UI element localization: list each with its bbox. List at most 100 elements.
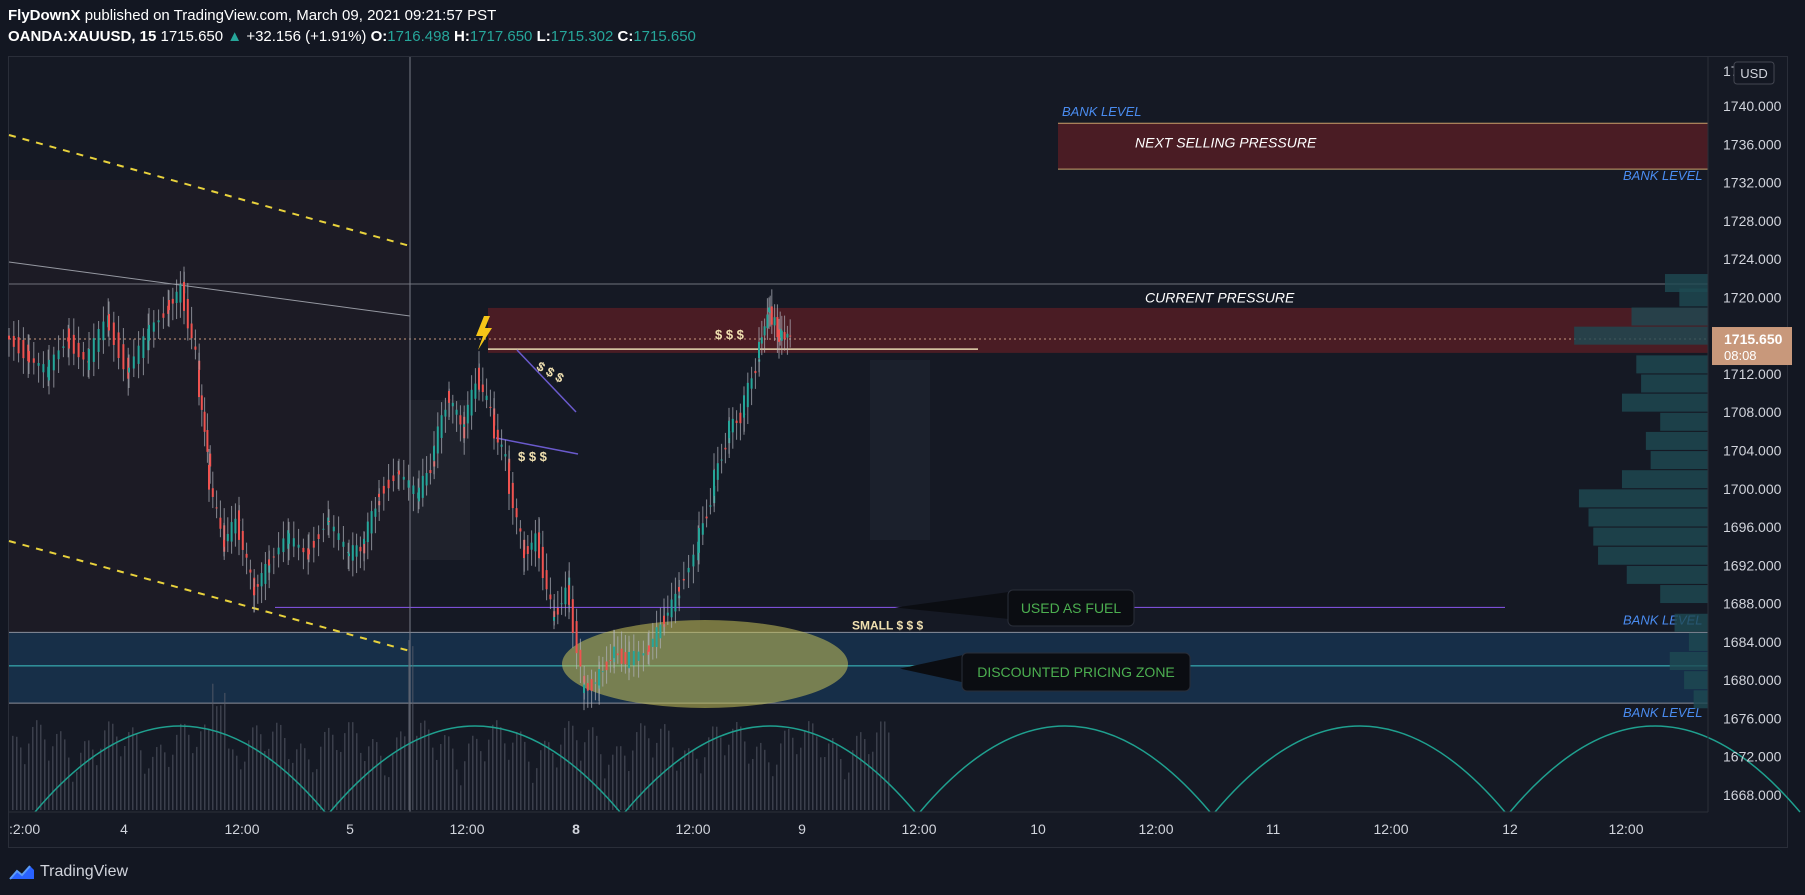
volume-bar <box>60 731 62 810</box>
candle-body <box>230 522 233 542</box>
volume-profile-bar <box>1660 585 1708 604</box>
candle-body <box>260 573 263 587</box>
volume-bar <box>184 723 186 810</box>
candle-body <box>778 329 780 342</box>
volume-bar <box>720 737 722 810</box>
candle-body <box>766 314 769 329</box>
candle-body <box>763 326 766 336</box>
volume-profile-bar <box>1631 307 1708 326</box>
candle-body <box>226 533 229 542</box>
cycle-curve <box>1509 725 1801 813</box>
volume-bar <box>360 752 362 810</box>
volume-bar <box>100 748 102 810</box>
candle-body <box>292 538 295 547</box>
candle-body <box>387 479 390 489</box>
candle-body <box>789 335 792 337</box>
candle-body <box>102 321 105 341</box>
volume-bar <box>808 721 810 810</box>
candle-body <box>564 587 567 605</box>
candle-body <box>481 384 484 393</box>
up-triangle-icon: ▲ <box>227 28 243 45</box>
volume-bar <box>556 767 558 810</box>
candle-body <box>496 429 499 443</box>
volume-bar <box>292 762 294 810</box>
x-tick-label: 12:00 <box>1608 821 1643 837</box>
volume-bar <box>376 742 378 810</box>
candle-body <box>478 367 480 390</box>
currency-badge-label: USD <box>1740 66 1767 81</box>
candle-body <box>88 349 90 371</box>
candle-body <box>82 352 85 360</box>
candle-body <box>783 332 786 340</box>
tradingview-brand[interactable]: TradingView <box>40 863 129 880</box>
zone-discounted-pricing-zone[interactable] <box>9 632 1708 704</box>
volume-bar <box>356 733 358 810</box>
candle-body <box>628 651 630 669</box>
countdown-label: 08:08 <box>1724 348 1757 363</box>
zone-next-selling-pressure[interactable] <box>1058 123 1708 170</box>
candle-body <box>200 395 203 410</box>
volume-profile-bar <box>1636 355 1708 374</box>
candle-body <box>186 298 189 329</box>
candle-body <box>632 650 635 666</box>
volume-bar <box>64 739 66 810</box>
volume-bar <box>696 758 698 810</box>
candle-body <box>666 612 669 616</box>
candle-body <box>448 390 450 403</box>
candle-body <box>128 367 130 373</box>
y-tick-label: 1724.000 <box>1723 251 1782 267</box>
candle-body <box>530 542 533 550</box>
volume-bar <box>844 779 846 810</box>
money-annotation: $ $ $ <box>715 327 745 342</box>
y-tick-label: 1708.000 <box>1723 404 1782 420</box>
candle-body <box>579 649 582 667</box>
candle-body <box>68 328 70 349</box>
candle-body <box>616 653 619 656</box>
volume-bar <box>548 742 550 810</box>
y-tick-label: 1736.000 <box>1723 136 1782 152</box>
candle-body <box>768 307 770 313</box>
volume-bar <box>780 743 782 810</box>
candle-body <box>32 358 35 363</box>
zone-current-pressure[interactable] <box>488 307 1708 353</box>
volume-profile-bar <box>1641 374 1708 393</box>
volume-bar <box>628 771 630 810</box>
volume-profile-bar <box>1593 527 1708 546</box>
candle-body <box>678 586 680 592</box>
candle-body <box>194 346 197 350</box>
volume-bar <box>432 747 434 810</box>
candle-body <box>137 345 140 364</box>
volume-bar <box>244 761 246 810</box>
publisher-name[interactable]: FlyDownX <box>8 7 81 24</box>
candle-body <box>586 683 589 691</box>
discount-ellipse[interactable] <box>562 620 848 708</box>
volume-bar <box>472 735 474 810</box>
candle-body <box>713 470 715 496</box>
volume-bar <box>688 748 690 810</box>
y-tick-label: 1700.000 <box>1723 481 1782 497</box>
volume-bar <box>880 721 882 810</box>
candle-body <box>776 317 779 338</box>
discount-zone-box[interactable] <box>961 652 1191 692</box>
candle-body <box>317 534 320 540</box>
used-as-fuel-box[interactable] <box>1007 589 1135 627</box>
symbol-name[interactable]: OANDA:XAUUSD, 15 <box>8 28 157 45</box>
candle-body <box>366 521 369 543</box>
volume-bar <box>752 758 754 810</box>
candle-body <box>308 549 310 555</box>
candle-body <box>526 546 529 554</box>
volume-bar <box>732 728 734 810</box>
candle-body <box>541 546 544 579</box>
candle-body <box>455 409 458 415</box>
volume-bar <box>576 740 578 810</box>
candle-body <box>682 578 685 581</box>
volume-bar <box>824 756 826 810</box>
volume-bar <box>876 732 878 810</box>
volume-bar <box>500 727 502 810</box>
candle-body <box>720 459 723 461</box>
volume-bar <box>224 692 226 810</box>
last-price: 1715.650 <box>160 28 224 45</box>
volume-bar <box>828 743 830 810</box>
currency-badge[interactable] <box>1733 61 1775 85</box>
